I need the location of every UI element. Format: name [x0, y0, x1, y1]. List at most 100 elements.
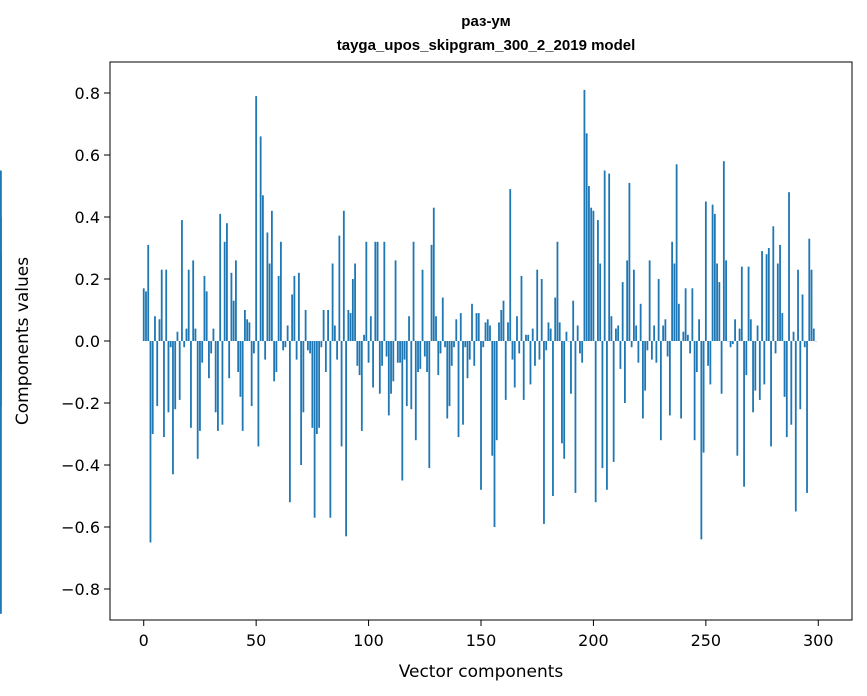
bar [590, 207, 593, 341]
bar [664, 319, 667, 341]
bar [0, 254, 2, 341]
bar [324, 341, 327, 372]
bar [686, 334, 689, 341]
bar [365, 241, 368, 341]
bar [673, 263, 676, 341]
bar [232, 300, 235, 341]
bar [480, 341, 482, 490]
bar [163, 341, 165, 438]
bar [749, 319, 752, 341]
bar [468, 341, 471, 360]
bar [459, 313, 462, 341]
bar [617, 325, 620, 341]
bar [707, 341, 709, 366]
bar [619, 341, 622, 369]
bar [394, 260, 397, 341]
y-tick-label: 0.8 [75, 84, 100, 103]
bar [381, 341, 383, 366]
bar [650, 341, 653, 360]
bar [486, 319, 489, 341]
bar [579, 341, 581, 354]
chart-title: раз-ум [461, 13, 510, 30]
bar [151, 341, 154, 434]
bar [300, 341, 303, 465]
bar [767, 248, 770, 341]
bar [462, 341, 464, 425]
bar [217, 341, 219, 431]
bar [237, 341, 240, 372]
bar [581, 341, 584, 363]
bar [498, 322, 500, 341]
bar [790, 341, 793, 425]
bar [273, 341, 276, 382]
bar [192, 260, 195, 341]
bar [574, 341, 577, 493]
bar [615, 328, 617, 341]
bar [401, 341, 404, 481]
bar [160, 269, 163, 341]
bar [246, 319, 249, 341]
bar [410, 341, 413, 410]
bar [572, 300, 575, 341]
bar [493, 341, 496, 527]
bar [597, 220, 599, 341]
bar [340, 341, 343, 447]
bar [783, 341, 786, 397]
y-tick-label: 0.4 [75, 208, 100, 227]
x-tick-label: 200 [578, 631, 609, 650]
bar [428, 341, 431, 469]
bar [327, 310, 329, 341]
bar [419, 341, 422, 369]
bar [507, 322, 509, 341]
bar [376, 241, 379, 341]
bar [765, 254, 768, 341]
bar [248, 322, 251, 341]
bar [491, 341, 494, 456]
bar [253, 341, 255, 354]
bar [464, 341, 467, 348]
bar [545, 341, 548, 351]
bar [677, 303, 680, 341]
bar [812, 328, 815, 341]
y-tick-label: 0.2 [75, 270, 100, 289]
bar [304, 310, 307, 341]
bar [799, 341, 802, 410]
bar [516, 316, 518, 341]
bar [439, 341, 442, 354]
bar [203, 275, 206, 341]
bar [630, 341, 633, 348]
bar [536, 269, 539, 341]
bar [612, 341, 615, 462]
bar [230, 272, 233, 341]
bar [221, 341, 224, 425]
bar [704, 201, 707, 341]
bar [288, 341, 291, 503]
bar [354, 263, 356, 341]
bar [374, 241, 377, 341]
bar [534, 341, 536, 366]
bar [693, 341, 696, 441]
bar [785, 341, 788, 438]
bar [190, 341, 192, 428]
bar [698, 319, 700, 341]
bar [666, 341, 669, 357]
bar [338, 235, 341, 341]
bar [621, 282, 624, 341]
bar [794, 341, 797, 512]
bar [223, 241, 226, 341]
bar [275, 341, 278, 372]
bar [266, 232, 269, 341]
bar [311, 341, 314, 428]
x-tick-label: 50 [246, 631, 266, 650]
bar [770, 341, 772, 447]
x-tick-label: 100 [353, 631, 384, 650]
bar [448, 341, 451, 407]
bar [477, 313, 480, 341]
bar [754, 341, 757, 391]
bar [745, 341, 748, 376]
bar [489, 325, 491, 341]
bar [603, 170, 606, 341]
bar [576, 325, 579, 341]
bar [392, 341, 395, 382]
